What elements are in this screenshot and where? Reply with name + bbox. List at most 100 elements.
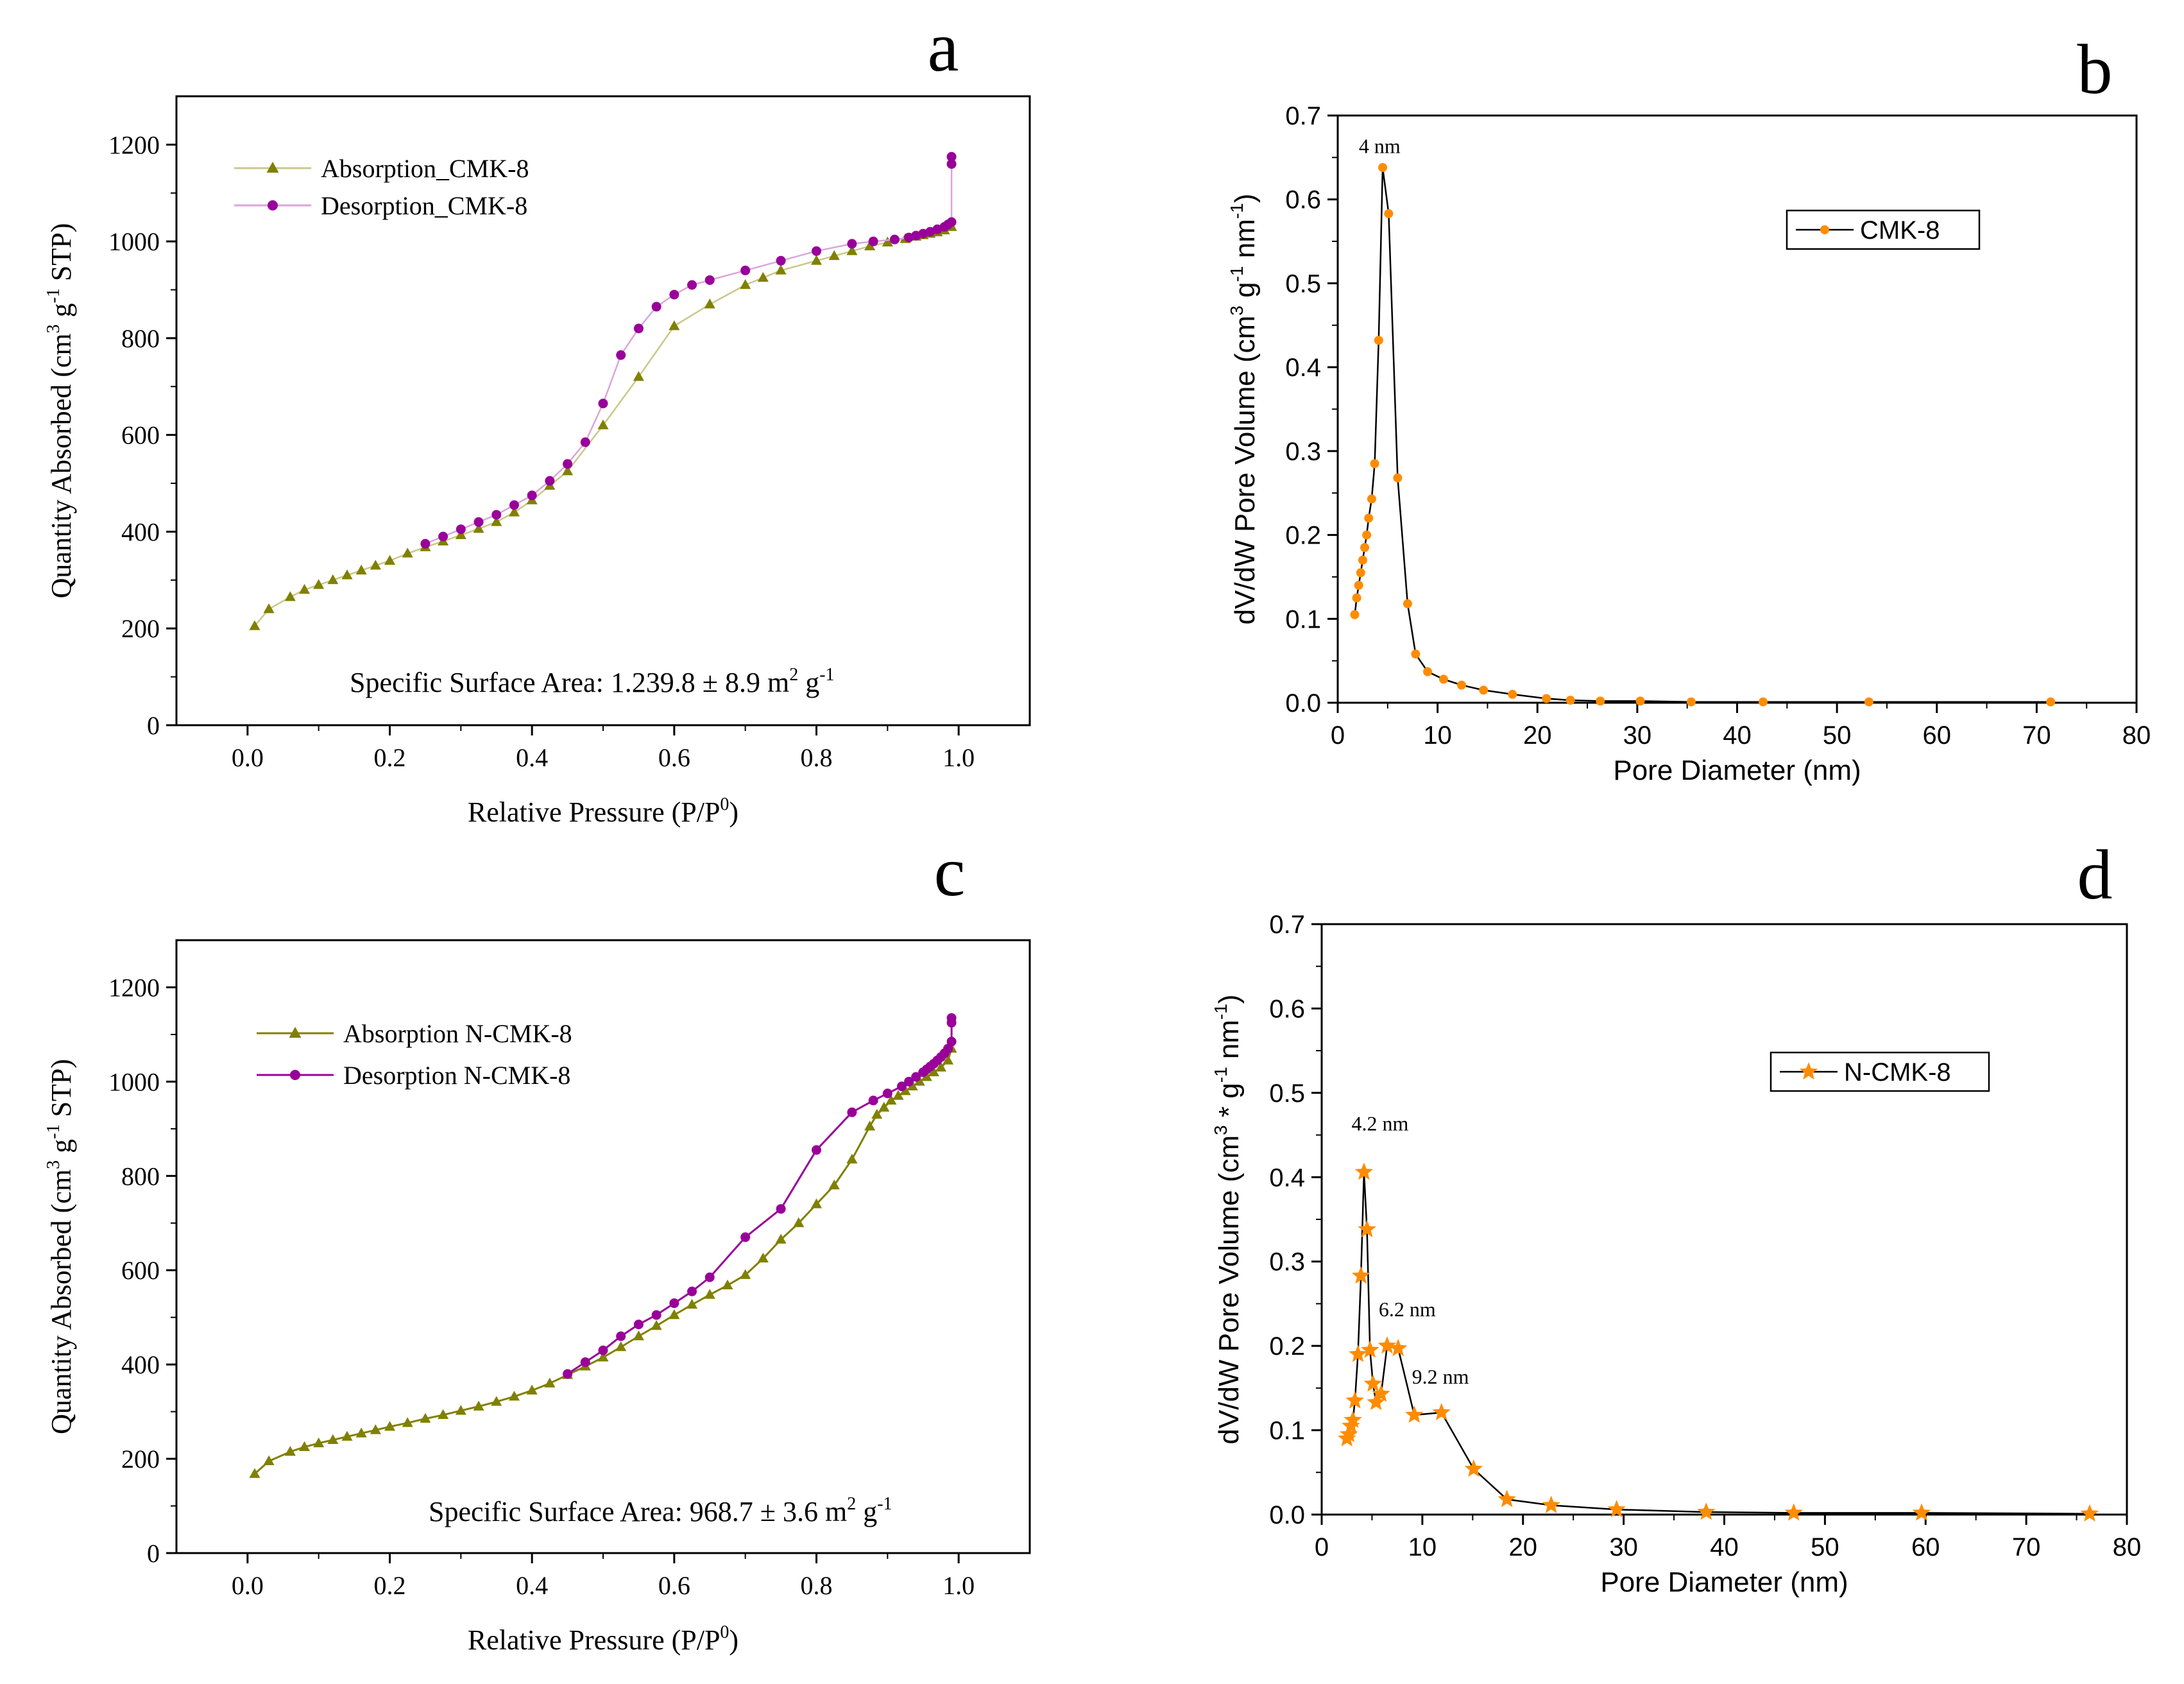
x-axis-title: Pore Diameter (nm) xyxy=(1613,755,1861,786)
data-point-circle xyxy=(868,1095,878,1106)
data-point-star xyxy=(1351,1266,1370,1284)
data-point-star xyxy=(1542,1495,1560,1513)
data-point-star xyxy=(1345,1391,1364,1409)
data-point-triangle xyxy=(669,1309,680,1319)
panel-label-b: b xyxy=(2077,30,2113,108)
x-tick-label: 0.6 xyxy=(658,1571,690,1600)
y-tick-label: 400 xyxy=(121,517,160,546)
data-point-dot xyxy=(1456,680,1466,690)
data-point-triangle xyxy=(455,1405,466,1415)
x-tick-label: 30 xyxy=(1609,1533,1638,1561)
y-tick-label: 0.2 xyxy=(1285,522,1321,550)
x-tick-label: 70 xyxy=(2022,721,2051,750)
data-point-triangle xyxy=(935,1061,947,1072)
legend-label: N-CMK-8 xyxy=(1844,1058,1951,1087)
data-point-circle xyxy=(438,531,448,542)
legend-label: Desorption_CMK-8 xyxy=(321,191,527,220)
data-point-dot xyxy=(1393,473,1403,483)
data-point-triangle xyxy=(757,1252,769,1263)
x-tick-label: 0.0 xyxy=(232,1571,264,1600)
data-point-triangle xyxy=(341,1431,353,1441)
data-point-triangle xyxy=(313,579,325,589)
y-tick-label: 1000 xyxy=(108,1067,160,1096)
y-tick-label: 0.7 xyxy=(1269,911,1305,939)
data-point-circle xyxy=(420,538,431,549)
data-point-circle xyxy=(904,232,914,243)
panel-label-c: c xyxy=(934,832,966,911)
data-point-circle xyxy=(812,1145,821,1155)
data-point-triangle xyxy=(633,371,644,381)
data-point-dot xyxy=(1686,697,1696,707)
x-tick-label: 60 xyxy=(1911,1533,1940,1561)
data-point-triangle xyxy=(355,1427,367,1438)
data-point-triangle xyxy=(298,1441,311,1452)
legend-marker-dot xyxy=(1820,225,1829,234)
data-point-circle xyxy=(704,275,715,285)
data-point-triangle xyxy=(384,554,396,565)
data-point-dot xyxy=(1384,209,1394,218)
y-tick-label: 1200 xyxy=(108,130,160,159)
data-point-circle xyxy=(545,476,555,486)
data-point-triangle xyxy=(928,1066,939,1076)
data-point-triangle xyxy=(298,583,311,594)
data-point-circle xyxy=(651,1310,661,1320)
data-point-star xyxy=(1340,1425,1358,1443)
data-point-circle xyxy=(491,510,502,520)
data-point-circle xyxy=(616,350,626,360)
data-point-star xyxy=(1367,1393,1385,1411)
data-point-triangle xyxy=(775,1233,787,1244)
data-point-triangle xyxy=(810,1198,823,1208)
data-point-circle xyxy=(669,1298,679,1309)
data-point-triangle xyxy=(327,1434,339,1444)
data-point-circle xyxy=(473,517,484,527)
x-tick-label: 0.8 xyxy=(801,743,833,772)
data-point-triangle xyxy=(284,1446,296,1456)
x-tick-label: 1.0 xyxy=(943,1571,975,1600)
y-tick-label: 0.4 xyxy=(1269,1164,1305,1192)
x-tick-label: 10 xyxy=(1408,1533,1437,1561)
data-point-dot xyxy=(1360,543,1370,553)
legend-label: Absorption_CMK-8 xyxy=(321,154,529,183)
data-point-triangle xyxy=(882,236,893,246)
data-point-triangle xyxy=(722,1279,733,1290)
data-point-triangle xyxy=(704,1289,715,1299)
y-tick-label: 800 xyxy=(121,1162,160,1190)
x-tick-label: 0.8 xyxy=(801,1571,833,1600)
peak-annotation: 9.2 nm xyxy=(1412,1365,1469,1388)
data-point-star xyxy=(1372,1384,1390,1402)
legend-marker-circle xyxy=(268,200,278,210)
data-point-circle xyxy=(946,159,957,169)
y-tick-label: 1000 xyxy=(108,227,160,256)
data-point-circle xyxy=(776,255,786,266)
data-point-dot xyxy=(1508,689,1517,699)
x-tick-label: 70 xyxy=(2012,1533,2041,1561)
data-point-dot xyxy=(1370,459,1379,468)
data-point-dot xyxy=(1362,530,1372,540)
data-point-star xyxy=(1405,1405,1424,1423)
data-point-triangle xyxy=(438,1409,449,1420)
data-point-circle xyxy=(633,323,644,334)
data-point-dot xyxy=(1635,696,1645,706)
legend-marker-circle xyxy=(290,1070,300,1080)
data-point-triangle xyxy=(597,1352,609,1362)
x-tick-label: 0.2 xyxy=(374,1571,406,1600)
x-axis-title: Relative Pressure (P/P0) xyxy=(468,795,738,828)
data-point-star xyxy=(1497,1490,1516,1508)
data-point-triangle xyxy=(370,560,381,570)
data-point-circle xyxy=(687,280,697,290)
x-tick-label: 40 xyxy=(1723,721,1752,750)
x-axis-title: Pore Diameter (nm) xyxy=(1600,1567,1848,1598)
plot-frame xyxy=(175,939,1031,1554)
data-point-triangle xyxy=(544,1377,556,1388)
data-point-triangle xyxy=(651,1319,662,1330)
data-point-circle xyxy=(889,234,900,245)
surface-area-annotation: Specific Surface Area: 968.7 ± 3.6 m2 g-… xyxy=(429,1494,892,1527)
data-point-star xyxy=(1912,1503,1931,1521)
data-point-circle xyxy=(598,1345,608,1355)
data-point-circle xyxy=(868,236,878,246)
data-point-triangle xyxy=(942,1054,954,1065)
y-tick-label: 0.1 xyxy=(1285,605,1321,633)
data-point-triangle xyxy=(313,1437,325,1448)
data-point-circle xyxy=(651,302,661,312)
y-tick-label: 600 xyxy=(121,421,160,450)
